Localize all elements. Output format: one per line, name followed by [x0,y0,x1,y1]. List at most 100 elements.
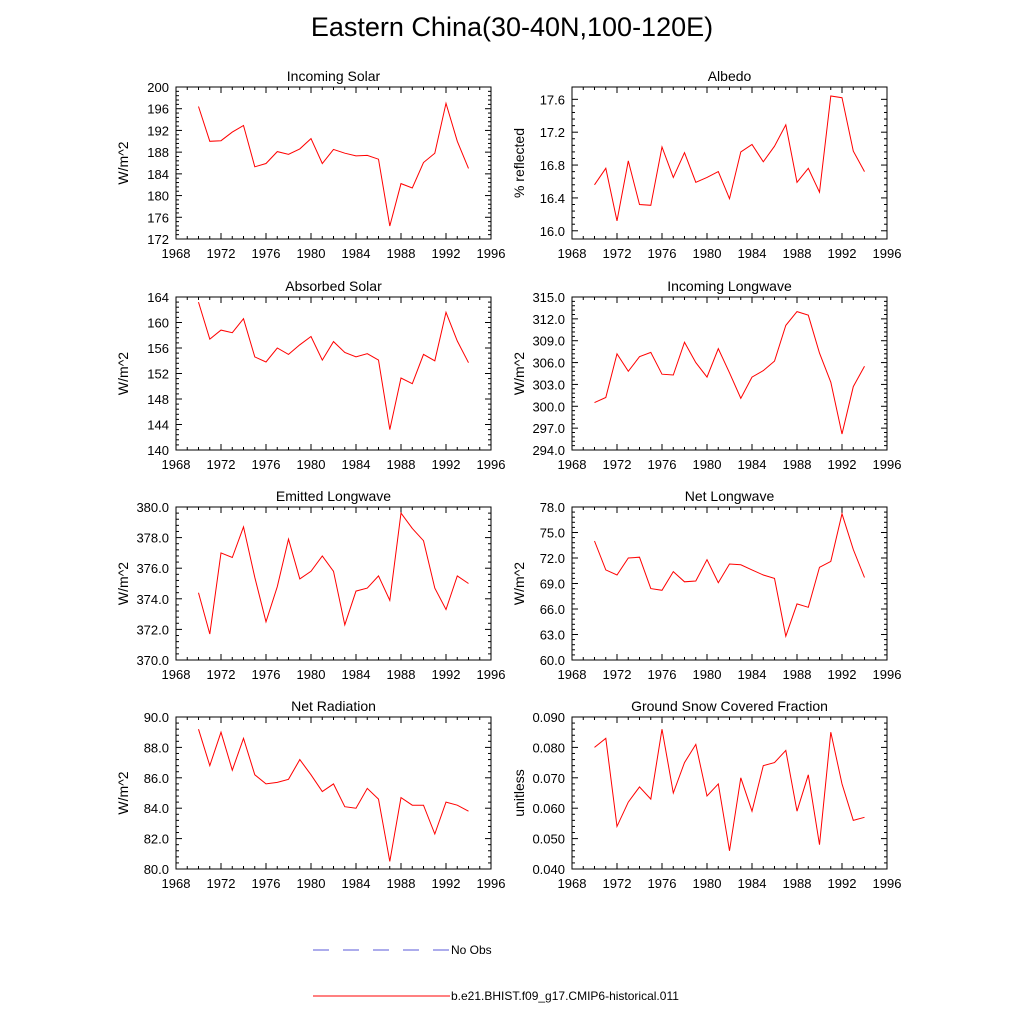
x-tick-label: 1992 [432,667,461,682]
x-tick-label: 1996 [477,876,506,891]
x-tick-label: 1968 [162,246,191,261]
x-tick-label: 1968 [558,246,587,261]
x-tick-label: 1992 [828,457,857,472]
y-tick-label: 200 [147,80,169,95]
x-tick-label: 1996 [477,667,506,682]
x-tick-label: 1984 [738,876,767,891]
y-tick-label: 315.0 [532,290,565,305]
x-tick-label: 1988 [387,667,416,682]
plot-frame [571,86,888,240]
panel-title: Net Longwave [685,488,775,504]
plot-frame [175,506,492,661]
y-tick-label: 86.0 [144,771,169,786]
legend: No Obs b.e21.BHIST.f09_g17.CMIP6-historic… [313,943,679,1003]
panel-title: Albedo [708,68,752,84]
x-tick-label: 1996 [477,457,506,472]
y-tick-label: 152 [147,367,169,382]
y-tick-label: 156 [147,341,169,356]
y-axis-label: W/m^2 [115,352,131,395]
y-tick-label: 90.0 [144,710,169,725]
y-tick-label: 372.0 [136,622,169,637]
x-tick-label: 1980 [297,457,326,472]
x-tick-label: 1972 [207,457,236,472]
y-tick-label: 17.6 [540,92,565,107]
x-tick-label: 1996 [873,876,902,891]
y-tick-label: 0.090 [532,710,565,725]
y-tick-label: 148 [147,392,169,407]
y-axis-label: W/m^2 [511,562,527,605]
panel-4: Incoming Longwave W/m^2 1968 1972 1976 1980 19… [511,278,901,472]
x-tick-label: 1980 [693,876,722,891]
y-tick-label: 312.0 [532,312,565,327]
x-tick-label: 1988 [783,246,812,261]
y-tick-label: 0.040 [532,862,565,877]
y-tick-label: 184 [147,167,169,182]
x-tick-label: 1980 [297,246,326,261]
x-tick-label: 1992 [432,246,461,261]
plot-frame [175,86,492,240]
series-line [594,729,865,851]
x-tick-label: 1968 [558,457,587,472]
y-tick-label: 84.0 [144,801,169,816]
x-tick-label: 1984 [738,457,767,472]
y-tick-label: 88.0 [144,740,169,755]
y-tick-label: 63.0 [540,628,565,643]
y-tick-label: 188 [147,145,169,160]
series-line [198,301,469,430]
x-tick-label: 1972 [603,876,632,891]
x-tick-label: 1984 [342,667,371,682]
y-tick-label: 309.0 [532,334,565,349]
y-tick-label: 140 [147,443,169,458]
panel-6: Net Longwave W/m^2 1968 1972 1976 1980 1984 198… [511,488,901,682]
y-tick-label: 16.8 [540,158,565,173]
x-tick-label: 1980 [297,667,326,682]
x-tick-label: 1984 [738,246,767,261]
y-tick-label: 160 [147,316,169,331]
series-line [198,511,469,635]
y-axis-label: W/m^2 [115,562,131,605]
x-tick-label: 1996 [873,246,902,261]
legend-model-label: b.e21.BHIST.f09_g17.CMIP6-historical.011 [451,989,679,1003]
y-tick-label: 72.0 [540,551,565,566]
x-tick-label: 1980 [693,457,722,472]
y-tick-label: 306.0 [532,356,565,371]
y-tick-label: 303.0 [532,377,565,392]
x-tick-label: 1968 [558,876,587,891]
y-axis-label: % reflected [511,128,527,198]
y-tick-label: 75.0 [540,526,565,541]
x-tick-label: 1984 [342,246,371,261]
y-tick-label: 294.0 [532,443,565,458]
panel-title: Absorbed Solar [285,278,382,294]
x-tick-label: 1972 [603,246,632,261]
x-tick-label: 1984 [342,457,371,472]
x-tick-label: 1976 [648,667,677,682]
y-tick-label: 60.0 [540,653,565,668]
x-tick-label: 1984 [738,667,767,682]
panel-title: Emitted Longwave [276,488,391,504]
x-tick-label: 1968 [162,667,191,682]
panel-2: Albedo % reflected 1968 1972 1976 1980 1984 198… [511,68,901,261]
y-tick-label: 82.0 [144,832,169,847]
y-tick-label: 0.060 [532,801,565,816]
x-tick-label: 1988 [783,457,812,472]
y-tick-label: 192 [147,123,169,138]
x-tick-label: 1992 [828,876,857,891]
x-tick-label: 1996 [477,246,506,261]
x-tick-label: 1992 [432,876,461,891]
y-tick-label: 300.0 [532,399,565,414]
y-tick-label: 16.4 [540,191,565,206]
y-axis-label: W/m^2 [511,352,527,395]
x-tick-label: 1996 [873,457,902,472]
panel-title: Net Radiation [291,698,376,714]
x-tick-label: 1972 [603,667,632,682]
x-tick-label: 1992 [828,246,857,261]
y-tick-label: 172 [147,232,169,247]
series-line [198,729,469,862]
y-tick-label: 374.0 [136,592,169,607]
y-tick-label: 297.0 [532,421,565,436]
x-tick-label: 1972 [603,457,632,472]
panel-title: Incoming Solar [287,68,381,84]
series-line [594,311,865,435]
plot-frame [571,506,888,661]
